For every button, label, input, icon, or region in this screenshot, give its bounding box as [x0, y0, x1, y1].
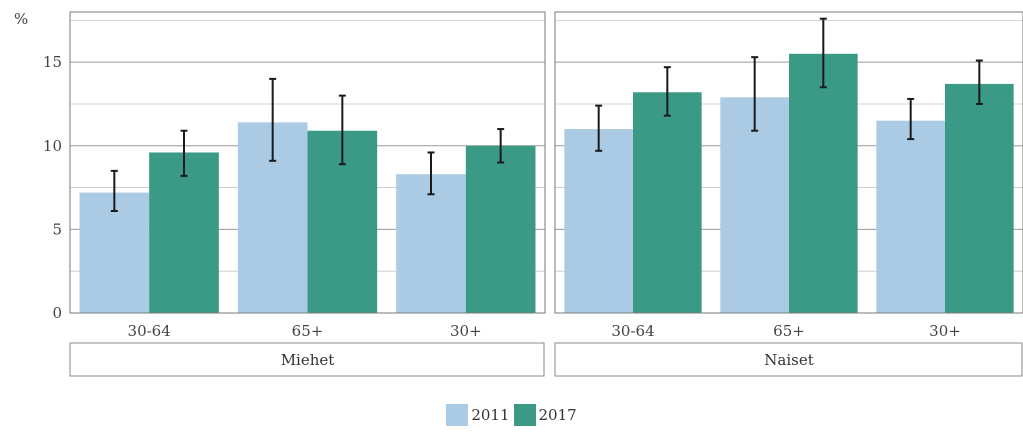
bar-2011 [720, 97, 789, 314]
bar-2011 [79, 192, 150, 313]
legend-item-2017: 2017 [513, 404, 577, 426]
x-tick-label: 30+ [450, 322, 482, 340]
legend-swatch-2011 [446, 404, 469, 426]
strip-box [554, 342, 1023, 377]
panel-border [554, 11, 1023, 314]
panel-naiset: 30-64 65+ 30+ Naiset [554, 11, 1023, 377]
legend-swatch-2017 [513, 404, 536, 426]
legend-label-2011: 2011 [471, 406, 510, 424]
bar-2017 [789, 53, 858, 314]
legend: 2011 2017 [0, 404, 1023, 426]
bar-2017 [633, 92, 702, 314]
x-tick-label: 65+ [773, 322, 805, 340]
strip-label: Miehet [281, 351, 335, 369]
bar-2011 [876, 120, 945, 313]
y-tick-label: 10 [43, 137, 62, 155]
y-tick-label: 15 [43, 53, 62, 71]
y-axis-label: % [14, 10, 28, 28]
x-tick-label: 30-64 [128, 322, 171, 340]
x-tick-label: 30-64 [611, 322, 654, 340]
panel-border [69, 11, 546, 314]
bar-2011 [396, 174, 466, 313]
bar-2011 [564, 129, 633, 313]
strip-box [69, 342, 545, 377]
bar-2017 [945, 83, 1014, 314]
bar-2017 [149, 152, 219, 313]
y-tick-label: 0 [52, 304, 62, 322]
bar-2017 [465, 145, 536, 313]
strip-label: Naiset [764, 351, 813, 369]
legend-label-2017: 2017 [538, 406, 577, 424]
y-tick-label: 5 [52, 220, 62, 238]
x-tick-label: 30+ [929, 322, 961, 340]
legend-item-2011: 2011 [446, 404, 510, 426]
x-tick-label: 65+ [292, 322, 324, 340]
panel-miehet: 30-64 65+ 30+ Miehet [69, 11, 546, 377]
